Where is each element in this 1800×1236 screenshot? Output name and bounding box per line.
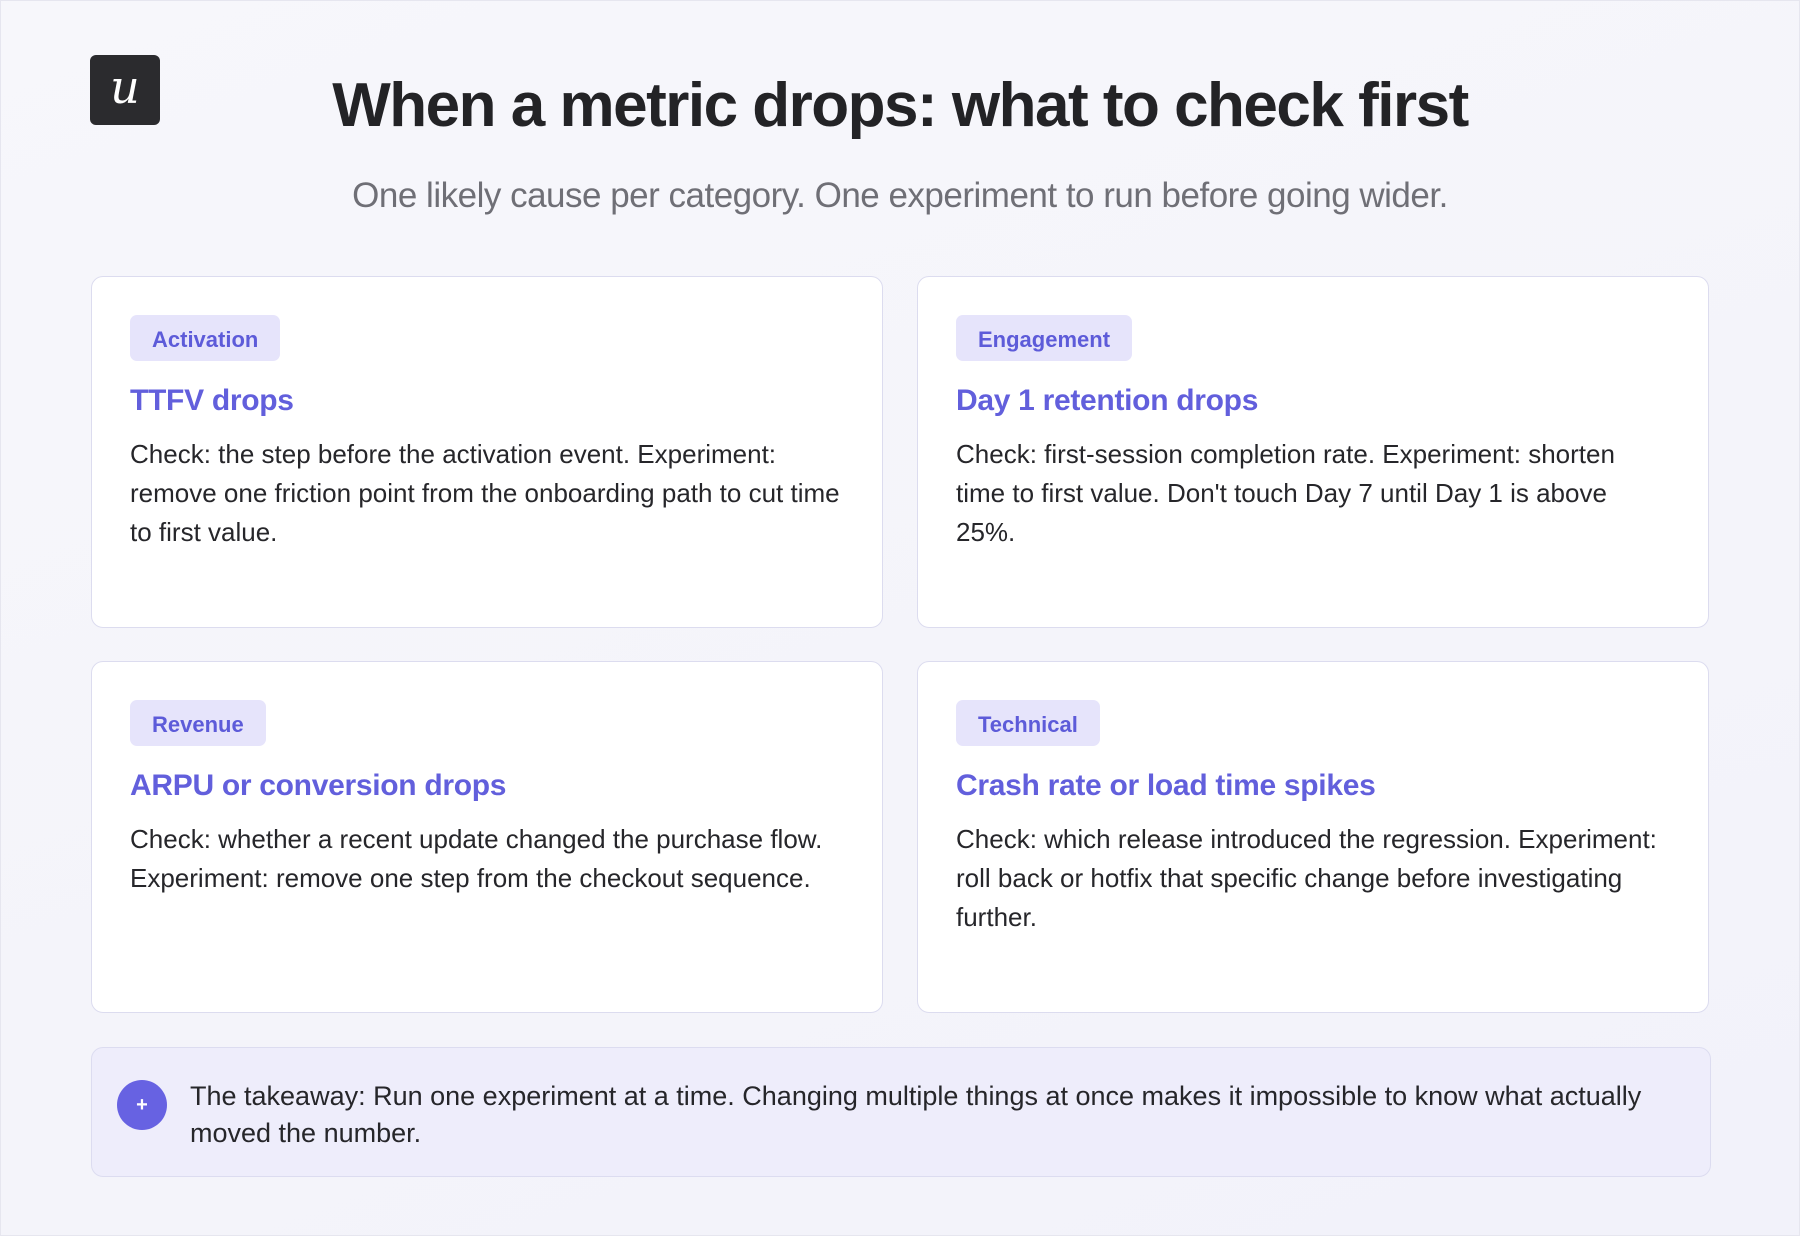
category-badge: Revenue xyxy=(130,700,266,746)
category-badge: Technical xyxy=(956,700,1100,746)
category-badge: Activation xyxy=(130,315,281,361)
card-activation: Activation TTFV drops Check: the step be… xyxy=(91,276,883,628)
card-technical: Technical Crash rate or load time spikes… xyxy=(917,661,1709,1013)
card-engagement: Engagement Day 1 retention drops Check: … xyxy=(917,276,1709,628)
card-heading: Day 1 retention drops xyxy=(956,384,1259,417)
card-body: Check: the step before the activation ev… xyxy=(130,439,840,547)
card-heading: TTFV drops xyxy=(130,384,294,417)
category-badge: Engagement xyxy=(956,315,1133,361)
brand-logo: u xyxy=(90,55,160,125)
takeaway-box: + The takeaway: Run one experiment at a … xyxy=(91,1047,1711,1177)
takeaway-text: The takeaway: Run one experiment at a ti… xyxy=(190,1081,1642,1148)
page-subtitle: One likely cause per category. One exper… xyxy=(352,176,1448,215)
card-body: Check: first-session completion rate. Ex… xyxy=(956,439,1615,547)
plus-icon: + xyxy=(117,1080,167,1130)
card-body: Check: whether a recent update changed t… xyxy=(130,824,823,893)
card-body: Check: which release introduced the regr… xyxy=(956,824,1657,932)
page-title: When a metric drops: what to check first xyxy=(332,71,1469,140)
card-heading: ARPU or conversion drops xyxy=(130,769,507,802)
card-heading: Crash rate or load time spikes xyxy=(956,769,1376,802)
logo-glyph: u xyxy=(110,60,140,114)
card-revenue: Revenue ARPU or conversion drops Check: … xyxy=(91,661,883,1013)
